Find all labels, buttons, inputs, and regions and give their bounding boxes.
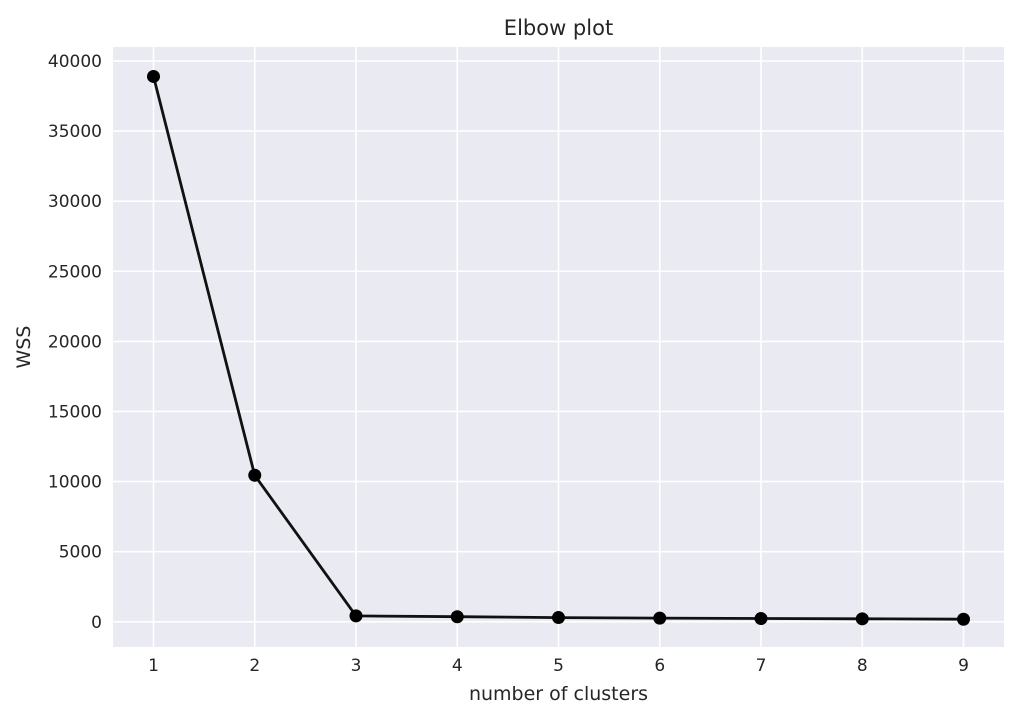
x-axis: 1 2 3 4 5 6 7 8 9 xyxy=(148,656,969,676)
x-tick-label: 6 xyxy=(654,656,665,676)
x-tick-label: 8 xyxy=(857,656,868,676)
y-tick-label: 5000 xyxy=(59,543,102,563)
y-tick-label: 10000 xyxy=(48,473,102,493)
data-point xyxy=(855,612,869,626)
y-tick-label: 15000 xyxy=(48,402,102,422)
grid-lines xyxy=(113,47,1004,647)
series-group xyxy=(147,69,970,626)
y-tick-label: 30000 xyxy=(48,192,102,212)
data-point xyxy=(552,611,565,625)
x-tick-label: 5 xyxy=(553,656,564,676)
y-tick-label: 20000 xyxy=(48,332,102,352)
x-tick-label: 2 xyxy=(249,656,260,676)
data-point xyxy=(450,610,464,624)
data-point xyxy=(653,611,667,625)
x-tick-label: 4 xyxy=(452,656,463,676)
x-axis-title: number of clusters xyxy=(469,683,648,705)
y-tick-label: 40000 xyxy=(48,52,102,72)
y-tick-label: 0 xyxy=(91,613,102,633)
x-tick-label: 3 xyxy=(351,656,362,676)
data-point xyxy=(248,468,262,482)
y-axis: 0 5000 10000 15000 20000 25000 30000 35000 40000 xyxy=(48,52,102,633)
data-point xyxy=(957,612,970,626)
y-tick-label: 25000 xyxy=(48,262,102,282)
y-axis-title: WSS xyxy=(13,326,35,369)
x-tick-label: 1 xyxy=(148,656,159,676)
data-point xyxy=(349,609,363,623)
x-tick-label: 7 xyxy=(756,656,767,676)
chart-title: Elbow plot xyxy=(504,16,613,40)
y-tick-label: 35000 xyxy=(48,122,102,142)
data-point xyxy=(147,69,160,83)
data-point xyxy=(754,612,768,626)
x-tick-label: 9 xyxy=(958,656,969,676)
